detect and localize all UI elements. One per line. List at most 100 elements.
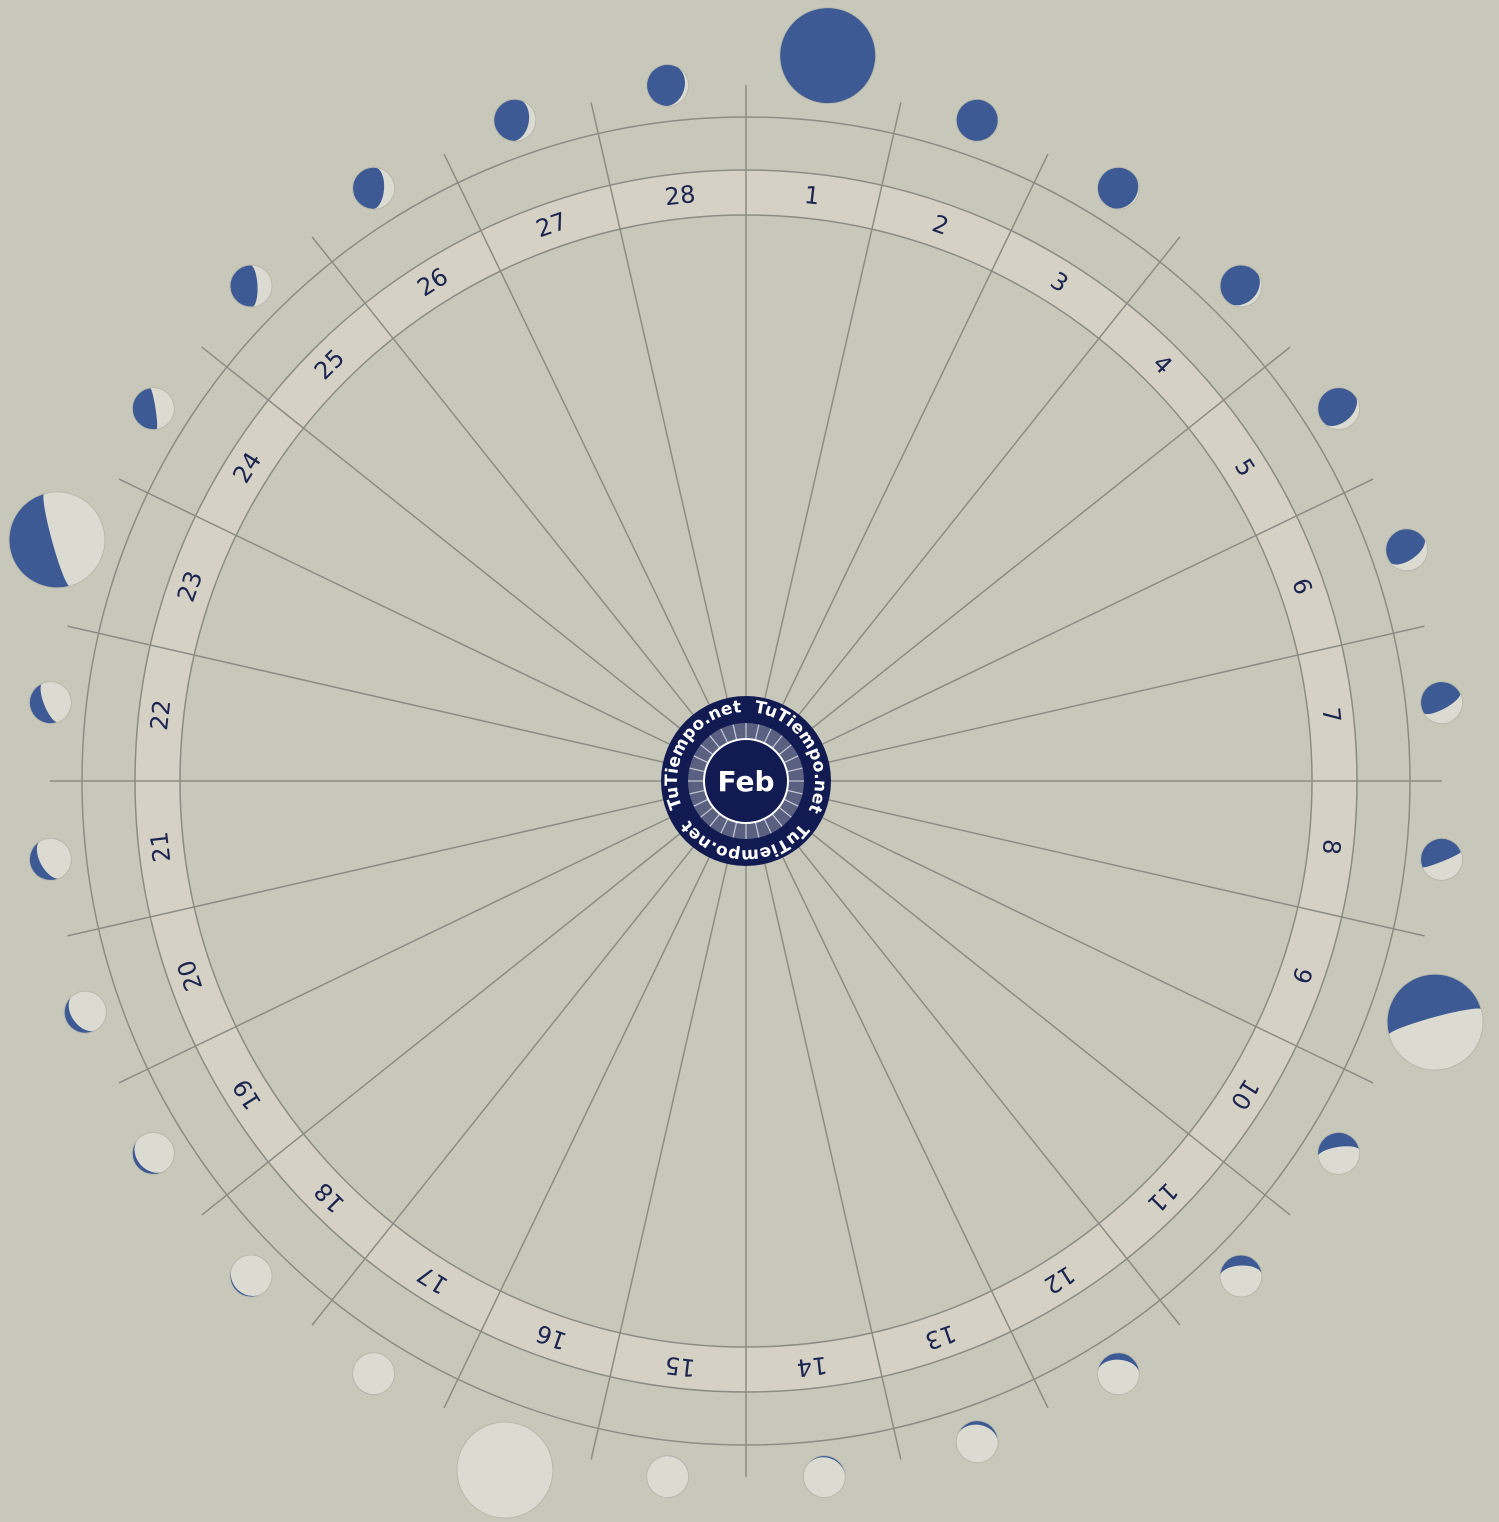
- moon-rim: [1096, 166, 1140, 210]
- badge-tick: [786, 789, 803, 795]
- badge-tick: [693, 755, 709, 764]
- day-number: 7: [1317, 706, 1347, 724]
- badge-tick: [720, 728, 729, 744]
- moon-rim: [229, 264, 273, 308]
- moon: [131, 387, 175, 431]
- moon: [1096, 1352, 1140, 1396]
- spokes: [50, 85, 1442, 1477]
- moon-rim: [456, 1421, 554, 1519]
- spoke: [828, 799, 1425, 937]
- spoke: [311, 236, 694, 716]
- moon-lit: [40, 681, 72, 723]
- moon-lit: [661, 65, 689, 107]
- moon-lit: [1422, 851, 1463, 881]
- moon-lit: [372, 167, 395, 210]
- moon-dark: [779, 7, 876, 104]
- moon-lit: [1389, 537, 1428, 571]
- moon: [28, 837, 72, 881]
- moon-lit: [250, 265, 273, 308]
- moon-rim: [1385, 528, 1429, 572]
- moon: [63, 990, 107, 1034]
- moon-rim: [1317, 387, 1361, 431]
- badge-tick: [763, 728, 772, 744]
- moon: [646, 1455, 690, 1499]
- badge-tick: [689, 767, 706, 773]
- spoke: [201, 833, 681, 1216]
- badge-tick: [709, 813, 721, 827]
- moon: [1219, 1254, 1263, 1298]
- moon-lit: [68, 991, 107, 1032]
- moon-rim: [955, 1420, 999, 1464]
- badge-tick: [754, 724, 760, 741]
- moon-rim: [131, 387, 175, 431]
- badge-tick: [778, 744, 792, 756]
- moon-rim: [646, 63, 690, 107]
- moon-rim: [1219, 1254, 1263, 1298]
- badge-tick: [709, 735, 721, 749]
- day-number: 28: [663, 180, 696, 211]
- spoke: [764, 863, 902, 1460]
- spoke: [590, 863, 728, 1460]
- spoke: [67, 625, 664, 763]
- moon-rim: [493, 98, 537, 142]
- badge-tick: [689, 789, 706, 795]
- spoke: [811, 833, 1291, 1216]
- moon-lit: [43, 491, 105, 587]
- moon: [646, 63, 690, 107]
- moon: [352, 1352, 396, 1396]
- moon: [1096, 166, 1140, 210]
- moon: [802, 1455, 846, 1499]
- moon: [955, 1420, 999, 1464]
- moon-rim: [1386, 973, 1484, 1071]
- moon-lit: [511, 99, 536, 142]
- spoke: [590, 102, 728, 699]
- moon-lit: [1219, 1265, 1262, 1297]
- moon-rim: [779, 7, 877, 105]
- moon-rim: [1096, 1352, 1140, 1396]
- spoke: [311, 846, 694, 1326]
- moon: [1420, 837, 1464, 881]
- moon: [456, 1421, 554, 1519]
- spoke: [798, 846, 1181, 1326]
- badge-tick: [771, 813, 783, 827]
- moon-rim: [352, 166, 396, 210]
- moon-rim: [8, 491, 106, 589]
- spoke: [443, 153, 710, 705]
- moon-lit: [1226, 270, 1262, 308]
- moon: [229, 1254, 273, 1298]
- day-number: 14: [795, 1351, 828, 1382]
- moon-lit: [150, 387, 175, 430]
- moon-lit: [1097, 1359, 1140, 1395]
- moon-rim: [352, 1352, 396, 1396]
- badge-tick: [771, 735, 783, 749]
- badge-tick: [693, 798, 709, 807]
- spoke: [764, 102, 902, 699]
- day-number: 1: [803, 181, 821, 211]
- moon-lit: [956, 1424, 999, 1463]
- moon-rim: [646, 1455, 690, 1499]
- moon-lit: [352, 1352, 395, 1395]
- moon-rim: [229, 1254, 273, 1298]
- spoke: [118, 478, 670, 745]
- badge-tick: [786, 767, 803, 773]
- moon: [28, 681, 72, 725]
- month-label: Feb: [717, 765, 774, 798]
- spoke: [201, 346, 681, 729]
- moon: [1420, 681, 1464, 725]
- moon-dark: [493, 99, 536, 142]
- moon-lit: [36, 838, 72, 879]
- moon: [1317, 387, 1361, 431]
- moon: [1386, 973, 1484, 1071]
- badge-tick: [754, 821, 760, 838]
- moon-lit: [646, 1456, 689, 1498]
- moon: [229, 264, 273, 308]
- day-number: 21: [145, 830, 176, 863]
- moon-rim: [63, 990, 107, 1034]
- moon: [1317, 1131, 1361, 1175]
- moon: [352, 166, 396, 210]
- spoke: [782, 153, 1049, 705]
- moon-lit: [230, 1254, 273, 1296]
- day-number: 15: [663, 1351, 696, 1382]
